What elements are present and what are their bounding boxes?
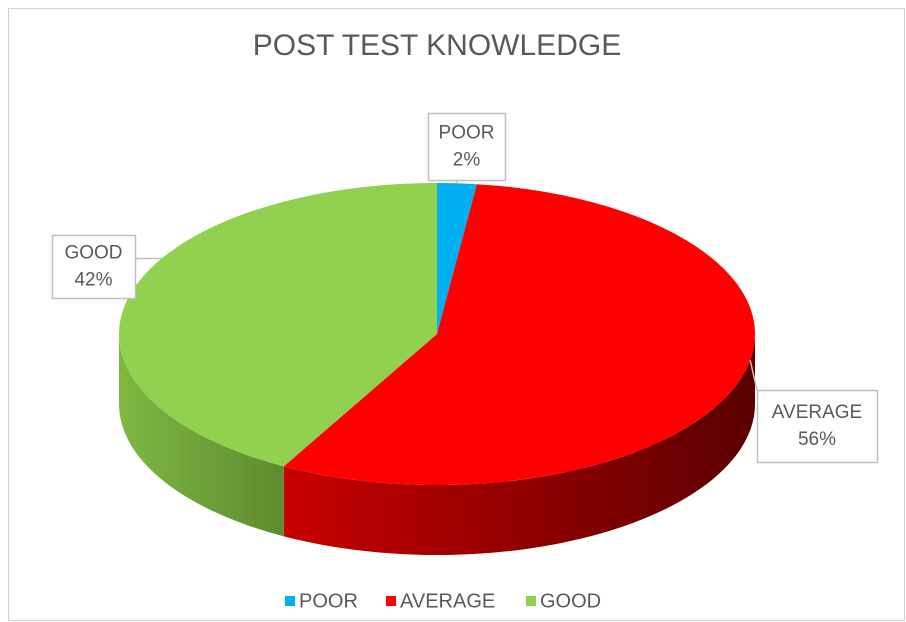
data-label-value: 2% <box>453 150 481 171</box>
data-label-value: 42% <box>74 270 112 291</box>
data-label-name: GOOD <box>64 243 122 264</box>
legend-swatch <box>285 596 295 606</box>
pie-side <box>119 334 284 537</box>
data-label-box <box>427 112 507 182</box>
pie-slice <box>283 184 756 486</box>
data-label-value: 56% <box>798 429 836 450</box>
legend: POOR AVERAGE GOOD <box>285 590 601 612</box>
chart-title: POST TEST KNOWLEDGE <box>253 29 621 62</box>
legend-swatch <box>386 596 396 606</box>
data-label-box <box>756 389 879 464</box>
legend-label: GOOD <box>540 590 601 612</box>
legend-swatch <box>526 596 536 606</box>
pie-side <box>283 334 755 556</box>
label-leader <box>749 360 758 391</box>
data-label-name: AVERAGE <box>772 402 862 423</box>
data-label-box <box>51 234 137 300</box>
legend-label: AVERAGE <box>400 590 495 612</box>
pie-slice <box>437 183 477 334</box>
data-label-name: POOR <box>439 123 495 144</box>
legend-label: POOR <box>299 590 358 612</box>
pie-slice <box>119 183 438 467</box>
